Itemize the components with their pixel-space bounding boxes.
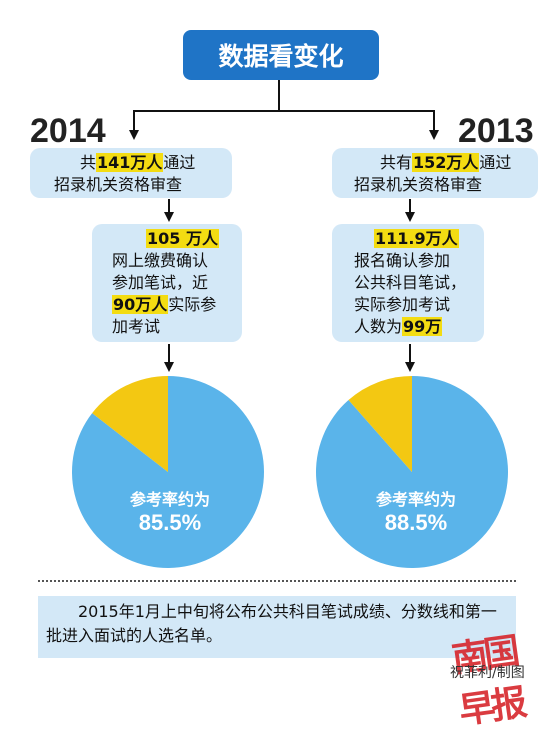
right-mid-stem: [409, 199, 411, 213]
left-low-arrow-icon: [164, 362, 174, 372]
left-review-box: 共141万人通过 招录机关资格审查: [30, 148, 232, 198]
pie-slice-left-main: [71, 376, 264, 568]
pie-left-label: 参考率约为 85.5%: [100, 486, 240, 536]
right-low-stem: [409, 344, 411, 364]
pie-right-label: 参考率约为 88.5%: [346, 486, 486, 536]
right-confirmed-count: 111.9万人: [374, 229, 459, 248]
pie-right-value: 88.5%: [384, 510, 448, 535]
left-exam-line4: 实际参: [168, 295, 217, 314]
title-stem: [278, 80, 280, 112]
year-right: 2013: [458, 112, 534, 150]
right-exam-box: 111.9万人 报名确认参加 公共科目笔试， 实际参加考试 人数为99万: [332, 224, 484, 342]
right-review-count: 152万人: [412, 153, 480, 172]
left-exam-line2: 网上缴费确认: [112, 251, 209, 270]
pie-left-caption: 参考率约为: [129, 490, 210, 509]
left-drop: [133, 110, 135, 132]
left-review-line2: 招录机关资格审查: [54, 175, 183, 194]
divider: [38, 580, 516, 582]
left-exam-box: 105 万人 网上缴费确认 参加笔试，近 90万人实际参 加考试: [92, 224, 242, 342]
pie-chart-left: [71, 376, 264, 568]
year-left: 2014: [30, 112, 106, 150]
pie-left-value: 85.5%: [138, 510, 202, 535]
right-exam-line5: 人数为: [354, 317, 403, 336]
left-low-stem: [168, 344, 170, 364]
page-title: 数据看变化: [183, 30, 379, 80]
right-exam-line3: 公共科目笔试，: [354, 273, 467, 292]
left-exam-line5: 加考试: [112, 317, 161, 336]
right-review-suffix: 通过: [479, 153, 512, 172]
right-exam-line2: 报名确认参加: [354, 251, 451, 270]
right-arrow-icon: [429, 130, 439, 140]
right-review-line2: 招录机关资格审查: [354, 175, 483, 194]
right-attended-count: 99万: [402, 317, 443, 336]
pie-right-caption: 参考率约为: [375, 490, 456, 509]
pie-slice-left-rest: [92, 376, 168, 472]
pie-chart-right: [316, 376, 508, 568]
left-review-prefix: 共: [80, 153, 97, 172]
right-low-arrow-icon: [405, 362, 415, 372]
right-mid-arrow-icon: [405, 212, 415, 222]
left-review-count: 141万人: [96, 153, 164, 172]
left-arrow-icon: [129, 130, 139, 140]
left-exam-line3: 参加笔试，近: [112, 273, 209, 292]
left-review-suffix: 通过: [163, 153, 196, 172]
right-drop: [433, 110, 435, 132]
left-mid-arrow-icon: [164, 212, 174, 222]
left-mid-stem: [168, 199, 170, 213]
right-review-box: 共有152万人通过 招录机关资格审查: [332, 148, 538, 198]
credit-text: 祝菲利/制图: [450, 665, 525, 681]
right-exam-line4: 实际参加考试: [354, 295, 451, 314]
branch-line: [133, 110, 435, 112]
left-confirmed-count: 105 万人: [146, 229, 219, 248]
announcement-note: 2015年1月上中旬将公布公共科目笔试成绩、分数线和第一批进入面试的人选名单。: [38, 596, 516, 658]
pie-slice-right-rest: [348, 376, 412, 472]
right-review-prefix: 共有: [380, 153, 413, 172]
left-attended-count: 90万人: [112, 295, 169, 314]
